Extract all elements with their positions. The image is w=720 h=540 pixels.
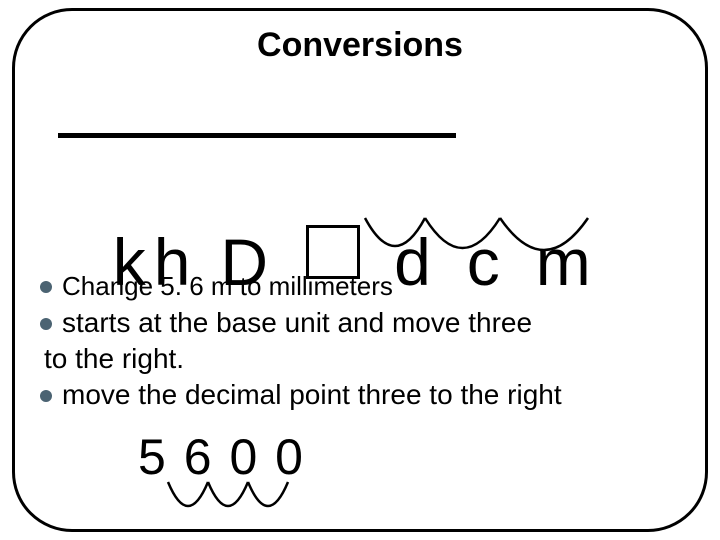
- digit-2: 6: [184, 429, 214, 485]
- digit-1: 5: [138, 429, 168, 485]
- digit-4: 0: [275, 429, 305, 485]
- bullet-2a: starts at the base unit and move three: [62, 307, 532, 338]
- slide-title: Conversions: [0, 26, 720, 65]
- bullet-1: Change 5. 6 m to millimeters: [62, 271, 393, 301]
- body-text: Change 5. 6 m to millimeters starts at t…: [40, 270, 680, 413]
- bullet-3: move the decimal point three to the righ…: [62, 379, 562, 410]
- bullet-2b: to the right.: [44, 343, 184, 374]
- bullet-icon: [40, 281, 52, 293]
- result-number: 5 6 0 0: [138, 428, 305, 486]
- digit-3: 0: [229, 429, 259, 485]
- bullet-icon: [40, 390, 52, 402]
- title-underline: [58, 133, 456, 138]
- bullet-icon: [40, 318, 52, 330]
